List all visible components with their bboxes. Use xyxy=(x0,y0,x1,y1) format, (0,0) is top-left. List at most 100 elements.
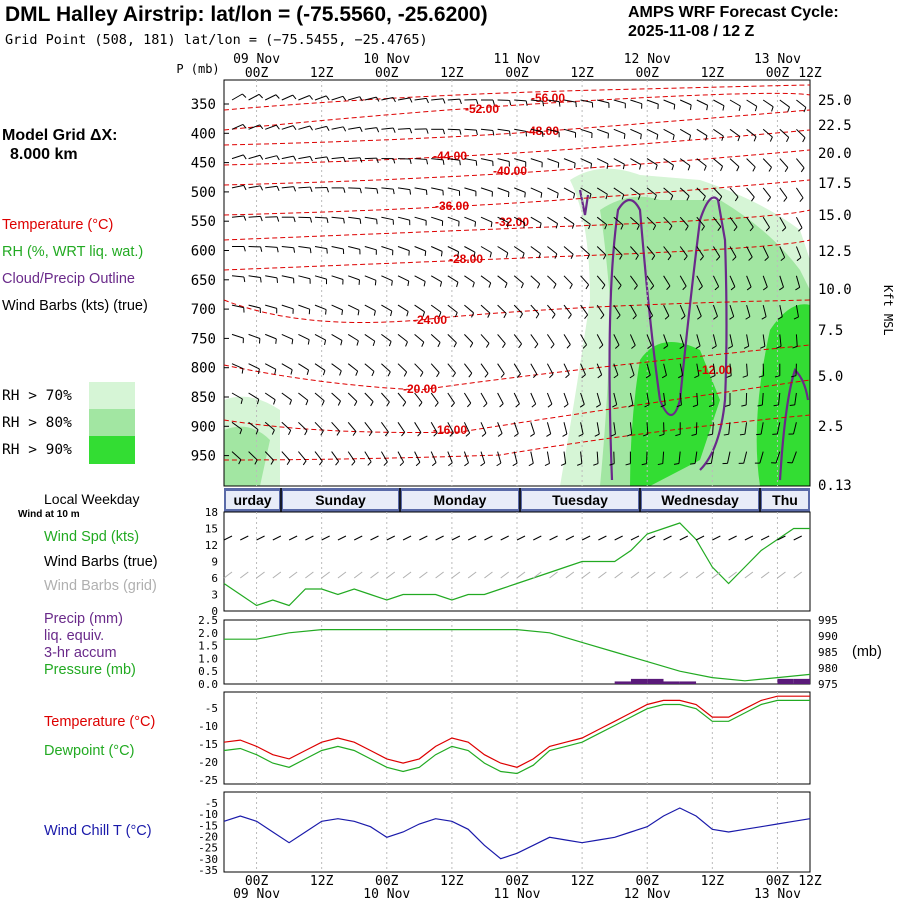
isotherm-label: -28.00 xyxy=(449,252,483,266)
wind-barb-feather xyxy=(474,221,477,227)
wind-barb-feather xyxy=(376,127,380,133)
wind-barb xyxy=(793,422,797,435)
wind-barb-feather xyxy=(632,315,637,320)
wind-barb xyxy=(746,187,755,198)
surface-barb xyxy=(272,535,282,541)
wind-barb-feather xyxy=(271,429,275,435)
wind-barb-feather xyxy=(504,282,508,288)
wind-barb-feather xyxy=(544,462,550,467)
wind-barb-feather xyxy=(569,284,573,289)
surface-barb xyxy=(240,535,249,541)
wind-barb-feather xyxy=(488,282,492,288)
wind-barb-feather xyxy=(539,223,542,229)
wind-barb-feather xyxy=(598,344,604,349)
wind-barb xyxy=(430,246,443,252)
top-time-tick: 00Z xyxy=(766,66,790,81)
wind-barb xyxy=(497,422,503,434)
wind-barb-feather xyxy=(705,135,708,141)
wind-barb-feather xyxy=(321,400,325,406)
wind-barb xyxy=(314,304,327,311)
height-tick: 2.5 xyxy=(818,419,843,435)
wind-barb xyxy=(248,333,261,339)
wind-barb xyxy=(663,275,671,287)
wind-barb-feather xyxy=(434,402,439,407)
wind-barb xyxy=(580,392,585,405)
surface-barb xyxy=(760,535,770,541)
wind-barb xyxy=(729,275,736,287)
grid-barb xyxy=(516,571,526,579)
wind-barb xyxy=(281,155,294,160)
wind-barb xyxy=(744,422,748,435)
pressure-ytick: 990 xyxy=(818,630,838,643)
wind-barb xyxy=(696,275,703,287)
wind-barb xyxy=(447,98,460,101)
wind-barb xyxy=(231,392,243,400)
wind-barb xyxy=(563,128,576,134)
wind-barb-feather xyxy=(289,399,292,405)
wind-barb-feather xyxy=(405,341,408,347)
wind-barb xyxy=(759,451,764,464)
wind-barb-feather xyxy=(753,136,757,142)
wind-barb xyxy=(430,363,440,373)
precip-bar xyxy=(647,678,664,684)
wind-barb-feather xyxy=(600,314,605,320)
wind-barb-feather xyxy=(537,283,541,289)
wind-barb xyxy=(331,363,342,372)
wind-barb-feather xyxy=(506,222,509,228)
wind-barb xyxy=(314,95,327,101)
wind-barb-feather xyxy=(571,223,575,229)
wind-barb xyxy=(696,158,707,167)
wind-barb-feather xyxy=(745,316,751,320)
wind-barb xyxy=(530,99,543,102)
bottom-time-tick: 00Z xyxy=(245,874,269,889)
wind-chill-line xyxy=(223,807,811,860)
wind-ytick: 18 xyxy=(205,506,218,519)
isotherm-label: -52.00 xyxy=(465,102,499,116)
wind-barb xyxy=(530,422,535,434)
wind-barb xyxy=(746,99,758,107)
weekday-label: Sunday xyxy=(315,492,366,508)
wind-barb xyxy=(646,158,658,166)
wind-barb-feather xyxy=(418,402,423,407)
wind-barb-feather xyxy=(773,404,779,407)
wind-barb-feather xyxy=(603,254,607,260)
isotherm-label: -24.00 xyxy=(413,313,447,327)
wind-barb-feather xyxy=(258,94,264,99)
wind-barb xyxy=(597,99,609,104)
wind-barb-feather xyxy=(387,371,391,377)
wind-barb-feather xyxy=(713,315,718,320)
wind-barb-feather xyxy=(452,372,456,378)
weekday-cell xyxy=(283,491,398,509)
wind-barb xyxy=(713,158,723,167)
wind-barb xyxy=(264,94,277,101)
wind-barb-feather xyxy=(459,160,461,166)
wind-barb xyxy=(580,187,592,195)
pressure-tick: 450 xyxy=(191,156,216,172)
wind-barb-feather xyxy=(771,106,774,112)
wind-barb-feather xyxy=(384,431,389,437)
wind-barb-feather xyxy=(390,310,393,317)
grid-point-subtitle: Grid Point (508, 181) lat/lon = (−75.545… xyxy=(5,32,428,48)
wind-barb xyxy=(513,363,521,375)
wind-barb xyxy=(414,246,426,252)
wind-barb-feather xyxy=(409,128,413,134)
wind-barb xyxy=(547,99,560,103)
wind-barb-feather xyxy=(769,136,773,142)
wind-barb xyxy=(265,246,278,248)
wind-barb-feather xyxy=(523,222,526,228)
wind-barb-feather xyxy=(661,374,667,379)
wind-barb xyxy=(348,126,361,130)
wind-barb-feather xyxy=(613,374,619,379)
wind-barb xyxy=(431,216,443,222)
wind-barb-feather xyxy=(426,159,429,165)
wind-barb xyxy=(497,304,507,314)
isotherm-label: -48.00 xyxy=(525,124,559,138)
wind-barb xyxy=(248,421,259,431)
wind-barb xyxy=(298,363,309,371)
wind-barb xyxy=(431,158,444,161)
wind-barb-feather xyxy=(549,373,554,379)
wind-barb-feather xyxy=(439,281,443,287)
wind-barb xyxy=(464,128,477,131)
wind-barb xyxy=(497,216,509,223)
surface-barb xyxy=(321,535,330,541)
